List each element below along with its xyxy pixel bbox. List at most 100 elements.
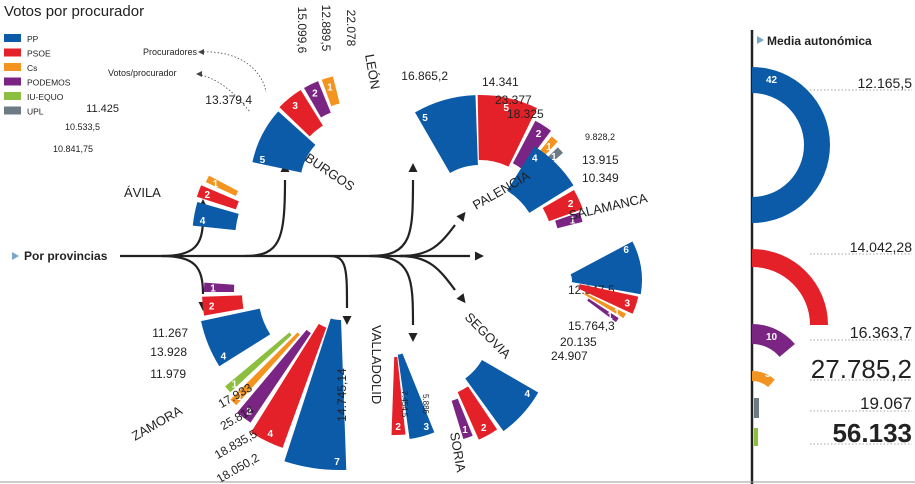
province-soria: 3 5.886 2 7.454,5 SORIA: [391, 353, 469, 474]
seat-count-label: 2: [312, 88, 318, 99]
province-segovia: 4 2 1 SEGOVIA: [451, 310, 539, 440]
seat-count-label: 2: [568, 199, 574, 210]
annotation-line-procuradores: [199, 51, 267, 93]
votes-label: 10.841,75: [53, 144, 93, 154]
annotation-votos: Votos/procurador: [108, 68, 177, 78]
seat-segment: [321, 76, 340, 107]
section-label: Por provincias: [24, 249, 108, 263]
seat-segment: [578, 284, 639, 314]
seat-segment: [202, 295, 244, 316]
media-seat-label: 10: [766, 332, 778, 343]
votes-label: 15.099,6: [295, 7, 309, 54]
legend-swatch: [4, 106, 21, 115]
seat-count-label: 2: [209, 301, 215, 312]
province-name: SEGOVIA: [462, 310, 514, 362]
media-votes-label: 16.363,7: [850, 325, 912, 342]
media-segment-psoe: [752, 249, 828, 325]
media-votes-label: 56.133: [832, 418, 912, 448]
seat-segment: [512, 120, 552, 170]
axis-arrow-icon: [342, 316, 352, 325]
votes-label: 11.267: [152, 326, 188, 340]
province-ávila: 4 10.841,75 2 10.533,5 1 11.425 ÁVILA: [53, 103, 239, 231]
legend-swatch: [4, 63, 21, 71]
seat-segment: [391, 356, 406, 435]
votes-label: 14.745,14: [335, 368, 349, 422]
section-arrow-icon: [12, 252, 19, 260]
seat-count-label: 2: [246, 407, 252, 418]
media-segment-iu: [754, 428, 758, 446]
legend-label: PP: [27, 34, 39, 44]
votes-label: 13.915: [582, 153, 619, 167]
votes-label: 11.979: [150, 367, 186, 381]
seat-count-label: 1: [327, 83, 333, 94]
province-salamanca: 612.947,5315.764,3120.135124.907SALAMANC…: [551, 190, 649, 363]
media-votes-label: 19.067: [860, 394, 912, 413]
votes-label: 20.135: [560, 335, 597, 349]
legend-label: PSOE: [27, 49, 51, 59]
seat-count-label: 7: [334, 457, 340, 468]
votes-label: 10.533,5: [65, 122, 100, 132]
media-seat-label: 5: [765, 369, 771, 380]
seat-count-label: 1: [237, 392, 243, 403]
seat-count-label: 6: [623, 245, 629, 256]
legend-swatch: [4, 48, 21, 57]
media-title: Media autonómica: [767, 34, 872, 48]
media-segment-pp: [752, 67, 830, 223]
axis-branch: [329, 254, 349, 309]
seat-segment: [570, 241, 642, 295]
province-name: ÁVILA: [124, 185, 161, 200]
seat-count-label: 5: [503, 103, 509, 114]
axis-arrow-icon: [475, 251, 484, 261]
annotation-line-votos: [197, 73, 251, 113]
votes-label: 14.341: [482, 75, 519, 89]
annotation-arrow-icon: [196, 71, 202, 77]
votes-label: 7.454,5: [400, 391, 409, 418]
seat-segment: [250, 323, 327, 448]
legend-label: IU-EQUO: [27, 92, 64, 102]
province-name: SORIA: [447, 431, 469, 474]
seat-segment: [225, 332, 292, 393]
seat-count-label: 2: [395, 422, 401, 433]
annotation-procuradores: Procuradores: [143, 47, 198, 57]
axis-branch: [161, 254, 205, 295]
province-name: VALLADOLID: [369, 325, 384, 404]
votes-label: 12.889,5: [319, 5, 333, 52]
seat-segment: [542, 190, 583, 222]
seat-segment: [304, 81, 331, 118]
legend-label: Cs: [27, 63, 37, 73]
seat-segment: [457, 386, 498, 440]
axis-branch: [369, 179, 415, 258]
legend-swatch: [4, 34, 21, 42]
seat-count-label: 1: [607, 311, 613, 322]
province-name: BURGOS: [302, 150, 357, 194]
votes-label: 9.828,2: [585, 132, 615, 142]
votes-label: 18.325: [507, 107, 544, 121]
seat-segment: [587, 298, 619, 323]
media-votes-label: 14.042,28: [850, 239, 912, 255]
votes-label: 11.425: [86, 103, 119, 115]
seat-segment: [205, 175, 239, 197]
media-votes-label: 12.165,5: [858, 75, 913, 91]
seat-count-label: 3: [625, 299, 631, 310]
seat-count-label: 3: [292, 101, 298, 112]
seat-count-label: 5: [260, 155, 266, 166]
seat-count-label: 2: [205, 190, 211, 201]
media-panel: Media autonómica 42 12.165,5 25 14.042,28 10…: [750, 30, 913, 484]
seat-segment: [279, 90, 323, 137]
axis-arrow-icon: [408, 163, 418, 172]
axis-branch: [369, 254, 415, 326]
legend-label: PODEMOS: [27, 78, 71, 88]
province-name: ZAMORA: [129, 403, 185, 444]
seat-segment: [204, 282, 235, 292]
media-segment-upl: [754, 398, 759, 418]
seat-count-label: 1: [210, 284, 216, 295]
seat-count-label: 4: [268, 429, 274, 440]
axis-arrow-icon: [456, 293, 466, 304]
axis-branch: [244, 179, 287, 258]
seat-segment: [230, 332, 300, 406]
votes-label: 10.349: [582, 171, 619, 185]
legend: PP PSOE Cs PODEMOS IU-EQUO UPL: [4, 34, 71, 117]
seat-count-label: 2: [481, 423, 487, 434]
media-seat-label: 25: [766, 240, 778, 251]
